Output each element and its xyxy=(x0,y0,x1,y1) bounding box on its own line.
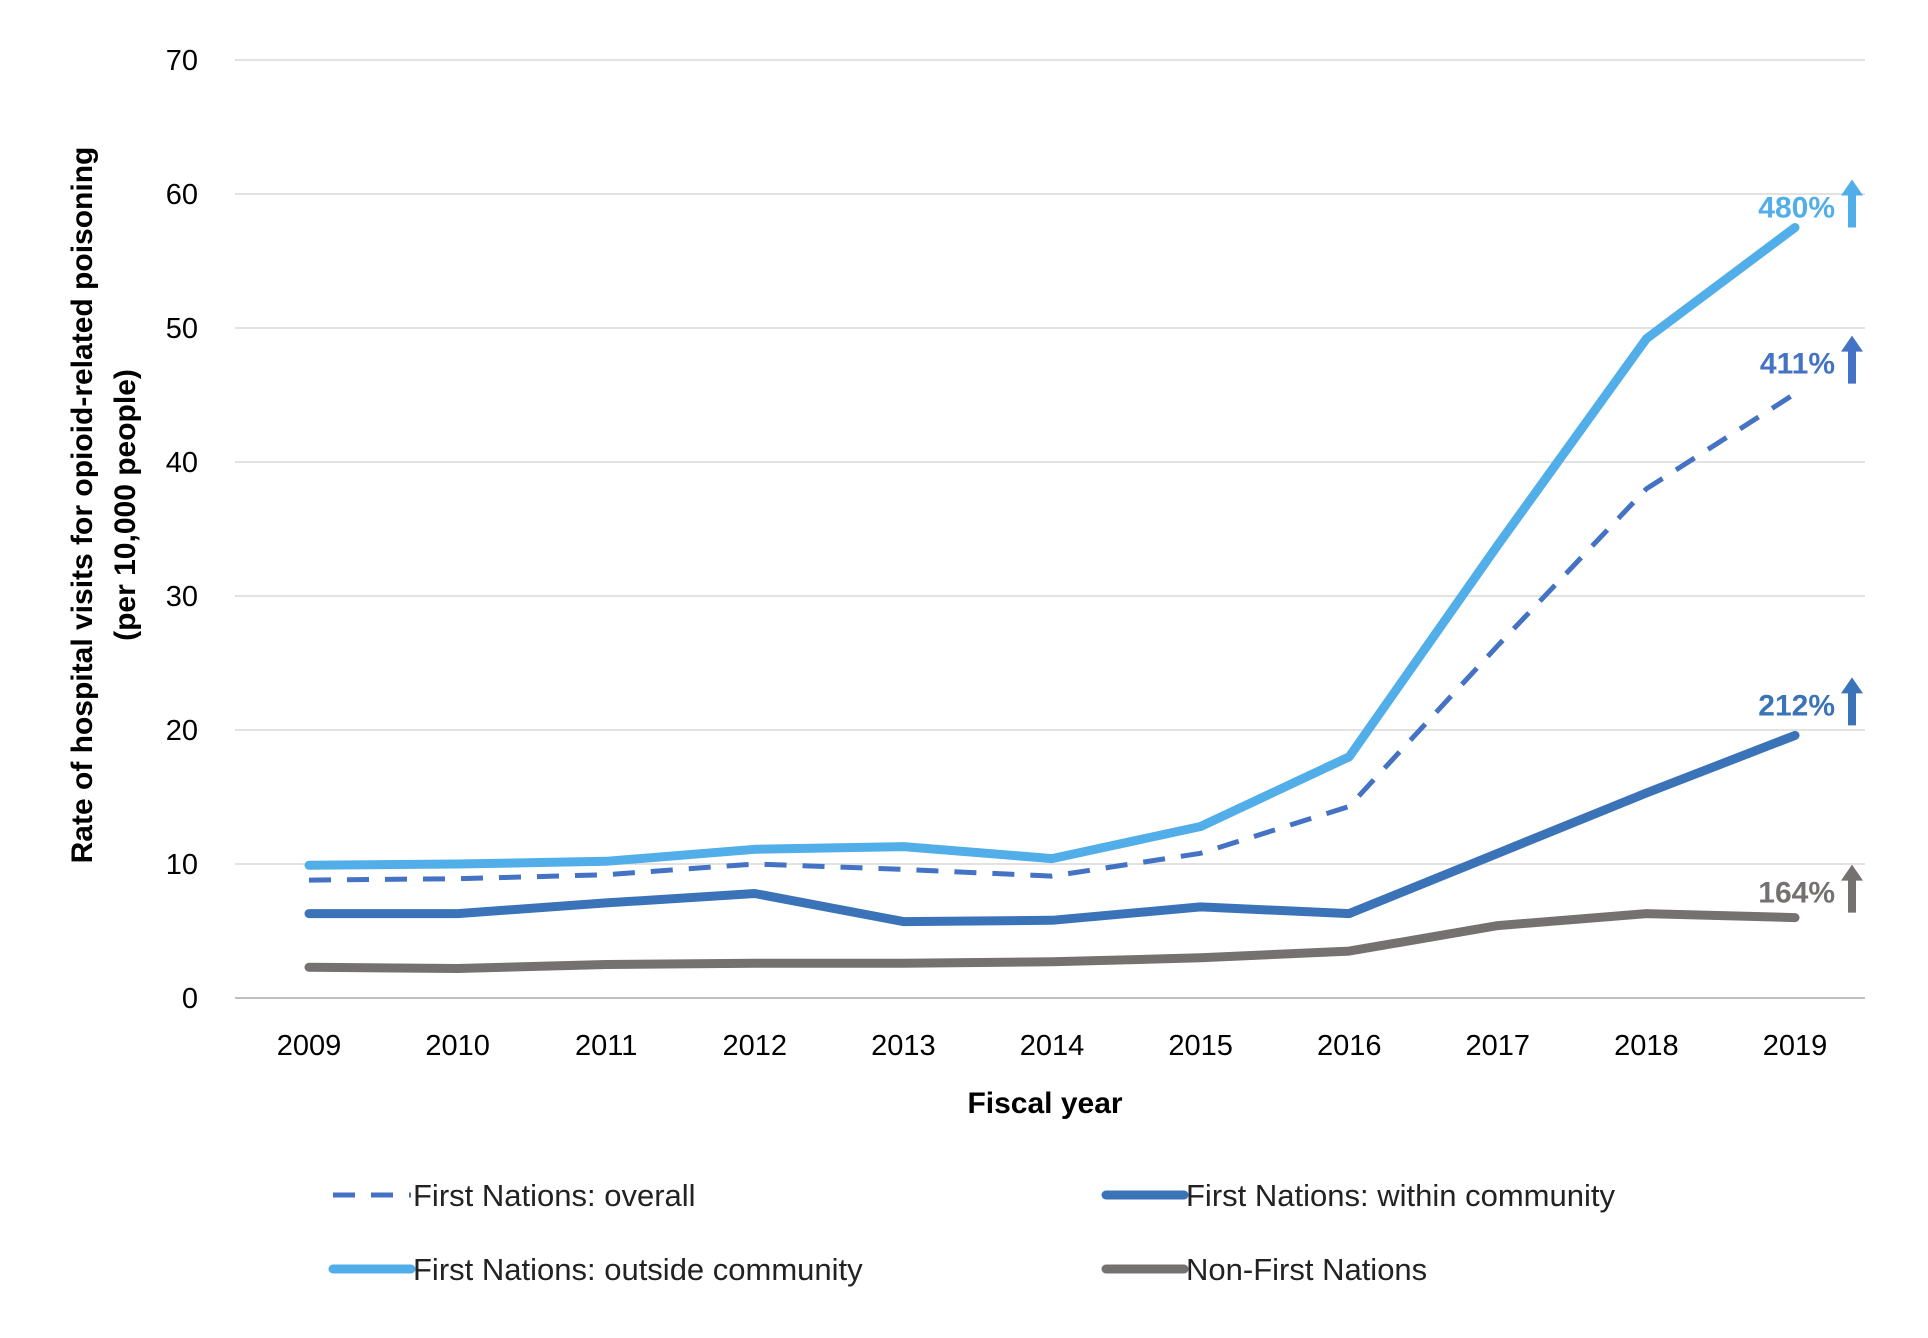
y-tick-label-0: 0 xyxy=(182,983,198,1015)
annotation-first-nations-overall: 411% xyxy=(1760,348,1835,381)
y-tick-label-20: 20 xyxy=(166,715,198,747)
x-tick-label-2015: 2015 xyxy=(1168,1030,1233,1062)
legend-label: First Nations: outside community xyxy=(413,1252,863,1287)
x-tick-label-2009: 2009 xyxy=(277,1030,342,1062)
legend-label: First Nations: within community xyxy=(1186,1178,1615,1213)
y-tick-label-40: 40 xyxy=(166,447,198,479)
y-axis-title-line1: Rate of hospital visits for opioid-relat… xyxy=(66,147,99,864)
arrow-up-icon xyxy=(1841,864,1863,913)
annotation-non-first-nations: 164% xyxy=(1758,877,1835,910)
legend-label: First Nations: overall xyxy=(413,1178,696,1213)
x-tick-label-2010: 2010 xyxy=(425,1030,490,1062)
y-tick-label-50: 50 xyxy=(166,313,198,345)
y-tick-label-30: 30 xyxy=(166,581,198,613)
x-tick-label-2019: 2019 xyxy=(1763,1030,1828,1062)
arrow-up-icon xyxy=(1841,677,1863,726)
x-tick-label-2016: 2016 xyxy=(1317,1030,1382,1062)
legend-label: Non-First Nations xyxy=(1186,1252,1427,1287)
y-tick-label-70: 70 xyxy=(166,45,198,77)
series-lines xyxy=(304,223,1800,973)
y-tick-label-60: 60 xyxy=(166,179,198,211)
series-line-first-nations-outside-community xyxy=(304,223,1800,870)
gridlines xyxy=(235,59,1865,865)
arrow-up-icon xyxy=(1841,335,1863,384)
legend-item-first-nations-outside-community: First Nations: outside community xyxy=(328,1252,863,1287)
legend: First Nations: overall First Nations: wit… xyxy=(328,1178,1615,1287)
arrow-up-icon xyxy=(1841,179,1863,228)
x-tick-label-2017: 2017 xyxy=(1466,1030,1531,1062)
x-tick-label-2013: 2013 xyxy=(871,1030,936,1062)
series-line-first-nations-within-community xyxy=(304,730,1800,927)
series-line-first-nations-overall xyxy=(308,391,1797,883)
y-tick-label-10: 10 xyxy=(166,849,198,881)
x-tick-label-2014: 2014 xyxy=(1020,1030,1085,1062)
legend-item-first-nations-within-community: First Nations: within community xyxy=(1101,1178,1615,1213)
series-line-non-first-nations xyxy=(304,909,1800,973)
x-tick-label-2012: 2012 xyxy=(723,1030,788,1062)
x-tick-label-2011: 2011 xyxy=(575,1030,637,1062)
annotation-first-nations-outside-community: 480% xyxy=(1758,192,1835,225)
x-tick-label-2018: 2018 xyxy=(1614,1030,1679,1062)
y-axis-ticks: 0 10 20 30 40 50 60 70 xyxy=(166,45,198,1015)
legend-item-non-first-nations: Non-First Nations xyxy=(1101,1252,1427,1287)
x-axis-ticks: 2009 2010 2011 2012 2013 2014 2015 2016 2017 2018… xyxy=(277,1030,1828,1062)
change-annotations: 411% 212% 480% 164% xyxy=(1758,179,1863,913)
y-axis-title-line2: (per 10,000 people) xyxy=(109,369,142,641)
annotation-first-nations-within-community: 212% xyxy=(1758,689,1835,722)
legend-item-first-nations-overall: First Nations: overall xyxy=(333,1178,696,1213)
x-axis-title: Fiscal year xyxy=(967,1087,1122,1120)
